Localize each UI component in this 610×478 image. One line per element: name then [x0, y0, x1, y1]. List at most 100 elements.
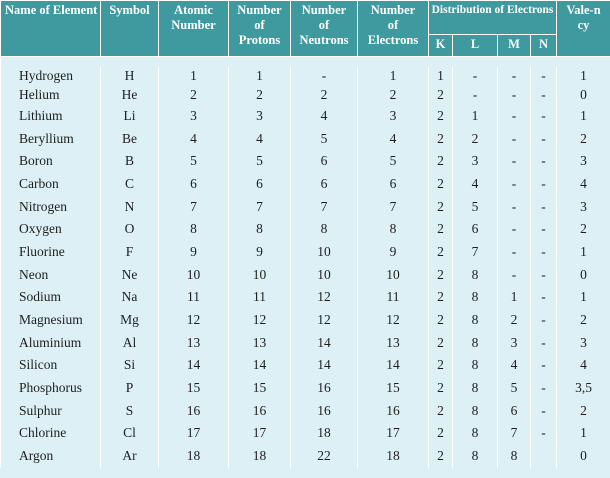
- table-cell: 2: [158, 85, 229, 105]
- table-cell: 10: [290, 263, 358, 286]
- table-cell: 3: [497, 331, 531, 355]
- table-cell: 6: [290, 172, 358, 196]
- table-cell: 6: [158, 172, 229, 196]
- table-cell: 2: [228, 85, 291, 105]
- table-cell: 4: [497, 354, 531, 377]
- table-cell: 3: [556, 195, 610, 218]
- table-cell: Ne: [100, 263, 159, 286]
- table-cell: 11: [158, 286, 229, 309]
- table-cell: 4: [452, 172, 498, 196]
- table-cell: 8: [452, 331, 498, 355]
- table-cell: Na: [100, 286, 159, 309]
- table-cell: 7: [357, 195, 429, 218]
- table-cell: 2: [428, 104, 453, 128]
- table-row: Argon Ar 18 18 22 18 2 8 8 0: [0, 444, 610, 468]
- table-cell: Chlorine: [0, 422, 101, 445]
- table-cell: -: [529, 172, 558, 196]
- table-cell: Silicon: [0, 354, 101, 377]
- table-row: Sulphur S 16 16 16 16 2 8 6-2: [0, 399, 610, 423]
- table-cell: 1: [556, 240, 610, 264]
- table-cell: 4: [556, 172, 610, 196]
- element-table: Name of Element Symbol Atomic Number Num…: [0, 0, 610, 468]
- table-cell: He: [100, 85, 159, 105]
- table-row: Aluminium Al 13 13 14 13 2 8 3-3: [0, 331, 610, 355]
- table-cell: 2: [452, 127, 498, 150]
- shell-header: L: [452, 34, 498, 57]
- table-cell: 2: [428, 85, 453, 105]
- table-cell: 5: [290, 127, 358, 150]
- header-cell: Number of Neutrons: [290, 0, 358, 57]
- table-cell: 2: [428, 399, 453, 423]
- table-cell: H: [100, 66, 159, 86]
- table-cell: 7: [452, 240, 498, 264]
- table-cell: -: [529, 195, 558, 218]
- table-cell: 5: [497, 376, 531, 400]
- table-cell: 2: [428, 172, 453, 196]
- table-cell: [529, 444, 558, 468]
- table-cell: Ar: [100, 444, 159, 468]
- table-cell: -: [529, 399, 558, 423]
- table-cell: 8: [452, 422, 498, 445]
- table-cell: 4: [158, 127, 229, 150]
- table-cell: 8: [452, 354, 498, 377]
- table-cell: 16: [158, 399, 229, 423]
- table-cell: 18: [228, 444, 291, 468]
- table-row: Sodium Na 11 11 12 11 2 8 1-1: [0, 286, 610, 309]
- header-cell: Atomic Number: [158, 0, 229, 57]
- table-cell: 13: [228, 331, 291, 355]
- table-cell: -: [290, 66, 358, 86]
- table-cell: 8: [452, 399, 498, 423]
- table-cell: 4: [290, 104, 358, 128]
- table-cell: Li: [100, 104, 159, 128]
- table-cell: 8: [357, 217, 429, 241]
- table-cell: 3: [452, 149, 498, 173]
- table-cell: 22: [290, 444, 358, 468]
- table-cell: 7: [228, 195, 291, 218]
- table-cell: 2: [556, 399, 610, 423]
- table-cell: 2: [556, 127, 610, 150]
- table-cell: Al: [100, 331, 159, 355]
- table-cell: C: [100, 172, 159, 196]
- table-row: Neon Ne 10 10 10 10 2 8- -0: [0, 263, 610, 286]
- table-cell: 16: [228, 399, 291, 423]
- table-cell: 12: [158, 308, 229, 332]
- table-cell: 4: [556, 354, 610, 377]
- table-cell: -: [452, 66, 498, 86]
- table-cell: -: [497, 104, 531, 128]
- table-cell: 0: [556, 263, 610, 286]
- table-cell: 6: [290, 149, 358, 173]
- table-cell: 9: [228, 240, 291, 264]
- header-cell: Distribution of Electrons: [427, 0, 558, 35]
- table-cell: Helium: [0, 85, 101, 105]
- table-cell: Lithium: [0, 104, 101, 128]
- table-cell: 10: [228, 263, 291, 286]
- header-cell: Symbol: [100, 0, 159, 57]
- table-cell: 2: [290, 85, 358, 105]
- table-row: Carbon C 6 6 6 6 2 4- -4: [0, 172, 610, 196]
- table-cell: 8: [228, 217, 291, 241]
- table-row: Chlorine Cl 17 17 18 17 2 8 7-1: [0, 422, 610, 445]
- table-cell: 2: [556, 217, 610, 241]
- table-cell: -: [497, 127, 531, 150]
- table-cell: 17: [158, 422, 229, 445]
- table-cell: 2: [428, 444, 453, 468]
- table-cell: B: [100, 149, 159, 173]
- table-cell: 13: [158, 331, 229, 355]
- table-cell: 6: [497, 399, 531, 423]
- table-cell: 3: [158, 104, 229, 128]
- table-cell: 10: [158, 263, 229, 286]
- table-cell: 14: [158, 354, 229, 377]
- table-cell: 1: [556, 422, 610, 445]
- table-cell: 8: [452, 308, 498, 332]
- table-row: Beryllium Be 4 4 5 4 2 2- -2: [0, 127, 610, 150]
- table-cell: -: [452, 85, 498, 105]
- table-cell: 12: [290, 286, 358, 309]
- table-cell: 16: [357, 399, 429, 423]
- table-cell: 2: [428, 263, 453, 286]
- table-cell: -: [529, 286, 558, 309]
- table-cell: 10: [357, 263, 429, 286]
- table-cell: 16: [290, 399, 358, 423]
- table-cell: -: [529, 263, 558, 286]
- table-cell: 14: [290, 354, 358, 377]
- table-cell: 1: [556, 286, 610, 309]
